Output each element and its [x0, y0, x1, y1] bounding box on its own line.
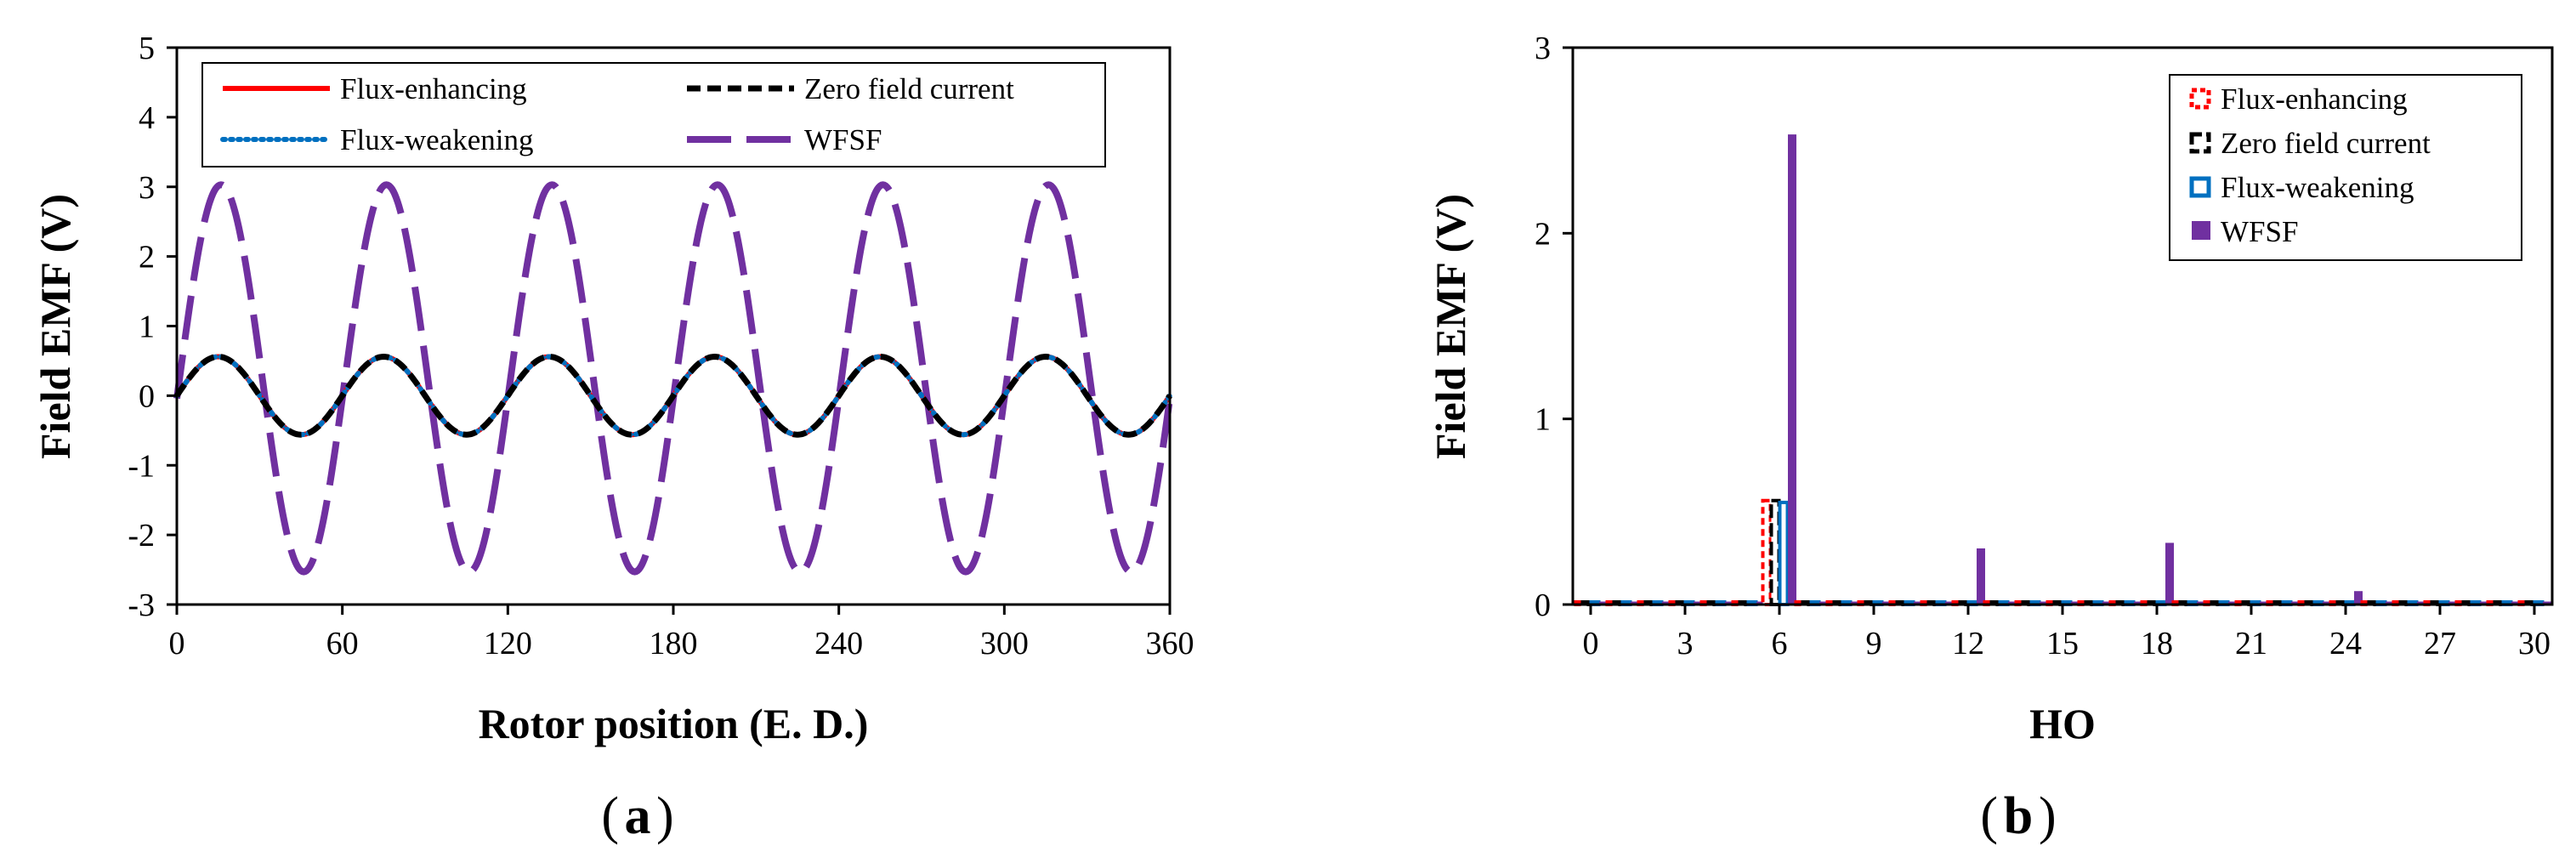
legend-swatch-flux-weakening [2189, 176, 2211, 198]
panel-a-xtick-label: 300 [980, 626, 1029, 661]
panel-a-xtick-label: 0 [169, 626, 185, 661]
panel-b-legend-box [2169, 74, 2522, 261]
panel-a-xtick-label: 180 [650, 626, 698, 661]
legend-swatch-zero-field-current [2189, 132, 2211, 154]
panel-b-legend: Flux-enhancing Zero field current Flux-w… [2169, 74, 2522, 261]
panel-b-ytick-label: 0 [1535, 588, 1551, 623]
bar-wfsf-ho-12 [1977, 548, 1985, 605]
panel-a-ytick-label: -2 [128, 518, 155, 554]
panel-b-xtick-label: 21 [2235, 626, 2267, 661]
panel-a-ytick-label: 0 [139, 378, 155, 414]
bar-wfsf-ho-6 [1788, 134, 1796, 605]
panel-b-xtick-label: 24 [2329, 626, 2362, 661]
legend-swatch-wfsf [2192, 221, 2210, 240]
panel-a-ytick-label: 2 [139, 240, 155, 275]
panel-b-label-letter: b [2004, 787, 2033, 845]
panel-a-xtick-label: 60 [326, 626, 359, 661]
legend-label-flux-weakening: Flux-weakening [2221, 171, 2414, 204]
panel-a-xlabel: Rotor position (E. D.) [479, 700, 869, 747]
panel-a-label-letter: a [625, 787, 651, 845]
panel-a-ylabel: Field EMF (V) [31, 194, 79, 459]
panel-a-ytick-label: -3 [128, 588, 155, 623]
panel-a-series-group [173, 181, 1173, 576]
panel-b-label-close: ) [2039, 787, 2057, 845]
panel-b-ytick-label: 1 [1535, 402, 1551, 438]
panel-b-xtick-label: 0 [1583, 626, 1599, 661]
panel-a-ytick-label: 5 [139, 31, 155, 66]
panel-b-ytick-label: 3 [1535, 31, 1551, 66]
legend-label-flux-enhancing: Flux-enhancing [340, 72, 527, 105]
panel-b-xtick-label: 18 [2141, 626, 2173, 661]
panel-a-legend-box [201, 62, 1106, 167]
bar-wfsf-ho-18 [2165, 542, 2174, 605]
panel-b-ytick-label: 2 [1535, 216, 1551, 252]
series-line-zero-field-current [174, 354, 1172, 438]
series-line-wfsf [173, 181, 1173, 576]
panel-a-xtick-label: 360 [1146, 626, 1194, 661]
panel-a-ticks: 0 60 120 180 240 300 360 -3 -2 -1 0 1 2 3 4 5 [128, 31, 1194, 661]
legend-label-zero-field-current: Zero field current [804, 72, 1014, 105]
panel-b-xtick-label: 12 [1952, 626, 1984, 661]
panel-a-ytick-label: 1 [139, 309, 155, 345]
panel-a-ytick-label: 4 [139, 100, 155, 136]
panel-a-ytick-label: -1 [128, 448, 155, 484]
panel-b-xtick-label: 30 [2518, 626, 2550, 661]
panel-a-xtick-label: 240 [814, 626, 863, 661]
panel-b-xtick-label: 27 [2424, 626, 2456, 661]
panel-a-ytick-label: 3 [139, 170, 155, 206]
panel-b-xtick-label: 6 [1772, 626, 1788, 661]
bar-zero-field-current-ho-6 [1769, 498, 1781, 606]
bar-flux-weakening-ho-6 [1778, 500, 1790, 606]
panel-a-label-close: ) [656, 787, 674, 845]
legend-label-wfsf: WFSF [2221, 215, 2298, 248]
panel-a-line-chart: 0 60 120 180 240 300 360 -3 -2 -1 0 1 2 3 4 5 Rotor pos… [31, 31, 1194, 845]
panel-a-legend: Flux-enhancing Zero field current Flux-w… [201, 62, 1106, 167]
panel-b-label-open: ( [1980, 787, 1998, 845]
legend-label-wfsf: WFSF [804, 123, 882, 156]
legend-label-flux-weakening: Flux-weakening [340, 123, 533, 156]
panel-a-label-open: ( [601, 787, 619, 845]
panel-b-ylabel: Field EMF (V) [1427, 194, 1474, 459]
legend-swatch-flux-enhancing [2189, 88, 2211, 110]
legend-label-zero-field-current: Zero field current [2221, 127, 2431, 160]
panel-b-xtick-label: 15 [2046, 626, 2079, 661]
bar-flux-enhancing-ho-6 [1761, 498, 1773, 606]
panel-b-xtick-label: 3 [1677, 626, 1694, 661]
panel-b-xlabel: HO [2029, 700, 2096, 747]
legend-label-flux-enhancing: Flux-enhancing [2221, 82, 2408, 116]
panel-b-xtick-label: 9 [1866, 626, 1882, 661]
panel-a-xtick-label: 120 [484, 626, 532, 661]
